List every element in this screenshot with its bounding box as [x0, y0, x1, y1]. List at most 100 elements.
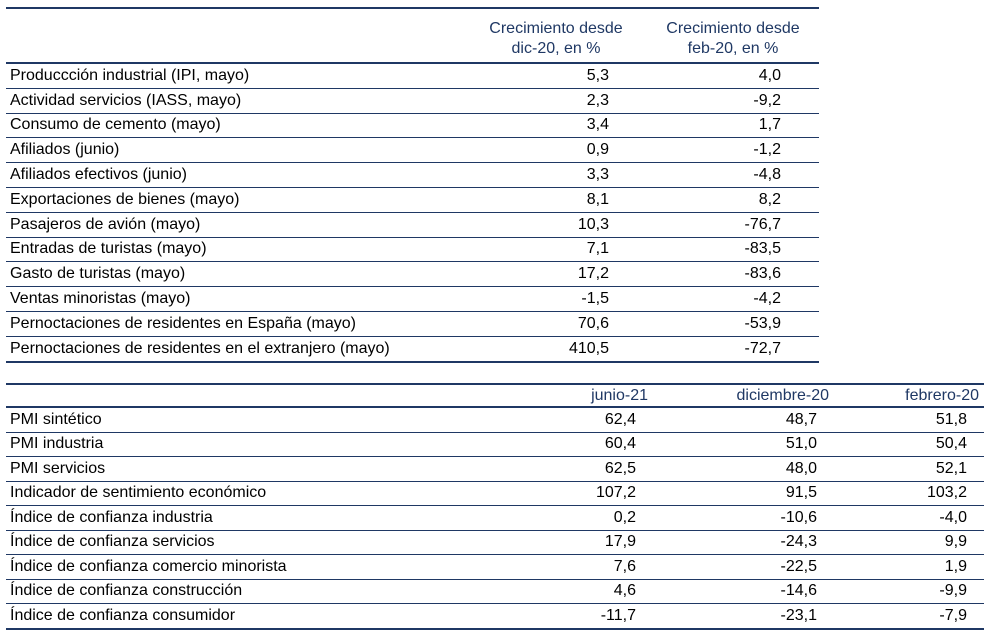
header-feb20: febrero-20 [905, 387, 979, 404]
growth-table-row: Actividad servicios (IASS, mayo) 2,3 -9,2 [6, 88, 819, 114]
value-cell-feb20: 50,4 [834, 432, 984, 457]
value-cell-feb20: -1,2 [647, 137, 819, 164]
row-label: Gasto de turistas (mayo) [6, 261, 465, 288]
value-cell-feb20: -9,9 [834, 579, 984, 604]
growth-table-row: Consumo de cemento (mayo) 3,4 1,7 [6, 113, 819, 139]
row-label: Pernoctaciones de residentes en España (… [6, 311, 465, 337]
value-cell-dic20: 7,1 [465, 237, 647, 263]
row-label: Actividad servicios (IASS, mayo) [6, 88, 465, 114]
growth-table-header-label [6, 8, 465, 63]
value-cell-feb20: 1,7 [647, 113, 819, 139]
sentiment-table-row: PMI servicios 62,5 48,0 52,1 [6, 456, 984, 482]
row-label: Indicador de sentimiento económico [6, 481, 487, 506]
value-cell-dic20: 48,7 [653, 407, 834, 433]
row-label: Índice de confianza consumidor [6, 603, 487, 630]
row-label: Exportaciones de bienes (mayo) [6, 187, 465, 213]
sentiment-table-row: Indicador de sentimiento económico 107,2 9… [6, 481, 984, 506]
value-cell-feb20: 52,1 [834, 456, 984, 482]
sentiment-table-header-row: junio-21 diciembre-20 febrero-20 [6, 384, 984, 407]
value-cell-dic20: 3,3 [465, 162, 647, 188]
value-cell-jun21: 7,6 [487, 554, 653, 580]
header-growth-dic20: Crecimiento desde dic-20, en % [465, 8, 647, 63]
header-dic20: diciembre-20 [736, 387, 829, 404]
value-cell-feb20: 8,2 [647, 187, 819, 213]
value-cell-dic20: 17,2 [465, 261, 647, 288]
value-cell-dic20: 10,3 [465, 212, 647, 238]
value-cell-dic20: 410,5 [465, 336, 647, 363]
row-label: Índice de confianza industria [6, 505, 487, 531]
value-cell-feb20: 4,0 [647, 63, 819, 89]
growth-table-row: Gasto de turistas (mayo) 17,2 -83,6 [6, 261, 819, 288]
sentiment-table: junio-21 diciembre-20 febrero-20 PMI sin… [6, 383, 984, 630]
value-cell-jun21: 62,5 [487, 456, 653, 482]
row-label: Índice de confianza servicios [6, 530, 487, 555]
growth-table-row: Exportaciones de bienes (mayo) 8,1 8,2 [6, 187, 819, 213]
value-cell-feb20: -83,5 [647, 237, 819, 263]
row-label: Afiliados efectivos (junio) [6, 162, 465, 188]
header-growth-feb20: Crecimiento desde feb-20, en % [647, 8, 819, 63]
value-cell-feb20: -53,9 [647, 311, 819, 337]
row-label: Pernoctaciones de residentes en el extra… [6, 336, 465, 363]
value-cell-feb20: -76,7 [647, 212, 819, 238]
row-label: PMI servicios [6, 456, 487, 482]
value-cell-feb20: 51,8 [834, 407, 984, 433]
header-growth-feb20-line1: Crecimiento desde [666, 20, 800, 37]
value-cell-jun21: 60,4 [487, 432, 653, 457]
value-cell-dic20: -22,5 [653, 554, 834, 580]
value-cell-feb20: -7,9 [834, 603, 984, 630]
row-label: Pasajeros de avión (mayo) [6, 212, 465, 238]
value-cell-feb20: 103,2 [834, 481, 984, 506]
header-growth-dic20-line2: dic-20, en % [511, 40, 601, 57]
value-cell-dic20: -10,6 [653, 505, 834, 531]
growth-table-body: Produccción industrial (IPI, mayo) 5,3 4,0… [6, 63, 819, 363]
row-label: Índice de confianza comercio minorista [6, 554, 487, 580]
value-cell-jun21: 4,6 [487, 579, 653, 604]
sentiment-table-row: Índice de confianza consumidor -11,7 -23,1… [6, 603, 984, 630]
growth-table-row: Ventas minoristas (mayo) -1,5 -4,2 [6, 286, 819, 312]
value-cell-jun21: 17,9 [487, 530, 653, 555]
value-cell-feb20: 9,9 [834, 530, 984, 555]
value-cell-dic20: 48,0 [653, 456, 834, 482]
row-label: Consumo de cemento (mayo) [6, 113, 465, 139]
value-cell-dic20: 5,3 [465, 63, 647, 89]
row-label: PMI sintético [6, 407, 487, 433]
growth-table-row: Afiliados efectivos (junio) 3,3 -4,8 [6, 162, 819, 188]
growth-table-row: Pasajeros de avión (mayo) 10,3 -76,7 [6, 212, 819, 238]
row-label: Afiliados (junio) [6, 137, 465, 164]
sentiment-table-row: PMI industria 60,4 51,0 50,4 [6, 432, 984, 457]
growth-table-row: Entradas de turistas (mayo) 7,1 -83,5 [6, 237, 819, 263]
value-cell-jun21: -11,7 [487, 603, 653, 630]
value-cell-dic20: 0,9 [465, 137, 647, 164]
row-label: PMI industria [6, 432, 487, 457]
value-cell-feb20: 1,9 [834, 554, 984, 580]
value-cell-dic20: 51,0 [653, 432, 834, 457]
value-cell-feb20: -4,8 [647, 162, 819, 188]
growth-table-row: Pernoctaciones de residentes en España (… [6, 311, 819, 337]
row-label: Produccción industrial (IPI, mayo) [6, 63, 465, 89]
growth-table-header-row: Crecimiento desde dic-20, en % Crecimien… [6, 8, 819, 63]
value-cell-dic20: 8,1 [465, 187, 647, 213]
value-cell-feb20: -83,6 [647, 261, 819, 288]
value-cell-dic20: -1,5 [465, 286, 647, 312]
header-growth-dic20-line1: Crecimiento desde [489, 20, 623, 37]
sentiment-table-row: Índice de confianza construcción 4,6 -14,6… [6, 579, 984, 604]
value-cell-feb20: -4,0 [834, 505, 984, 531]
growth-table-row: Pernoctaciones de residentes en el extra… [6, 336, 819, 363]
value-cell-jun21: 107,2 [487, 481, 653, 506]
sentiment-table-row: Índice de confianza industria 0,2 -10,6 -4,… [6, 505, 984, 531]
sentiment-table-row: PMI sintético 62,4 48,7 51,8 [6, 407, 984, 433]
header-growth-feb20-line2: feb-20, en % [687, 40, 779, 57]
value-cell-dic20: 2,3 [465, 88, 647, 114]
value-cell-feb20: -9,2 [647, 88, 819, 114]
row-label: Ventas minoristas (mayo) [6, 286, 465, 312]
value-cell-dic20: 3,4 [465, 113, 647, 139]
value-cell-dic20: 70,6 [465, 311, 647, 337]
sentiment-table-row: Índice de confianza servicios 17,9 -24,3 9,… [6, 530, 984, 555]
growth-table-row: Produccción industrial (IPI, mayo) 5,3 4,0 [6, 63, 819, 89]
value-cell-jun21: 62,4 [487, 407, 653, 433]
value-cell-jun21: 0,2 [487, 505, 653, 531]
row-label: Entradas de turistas (mayo) [6, 237, 465, 263]
sentiment-table-body: PMI sintético 62,4 48,7 51,8 PMI industria 60… [6, 407, 984, 630]
value-cell-dic20: -24,3 [653, 530, 834, 555]
sentiment-table-header-label [6, 384, 487, 407]
